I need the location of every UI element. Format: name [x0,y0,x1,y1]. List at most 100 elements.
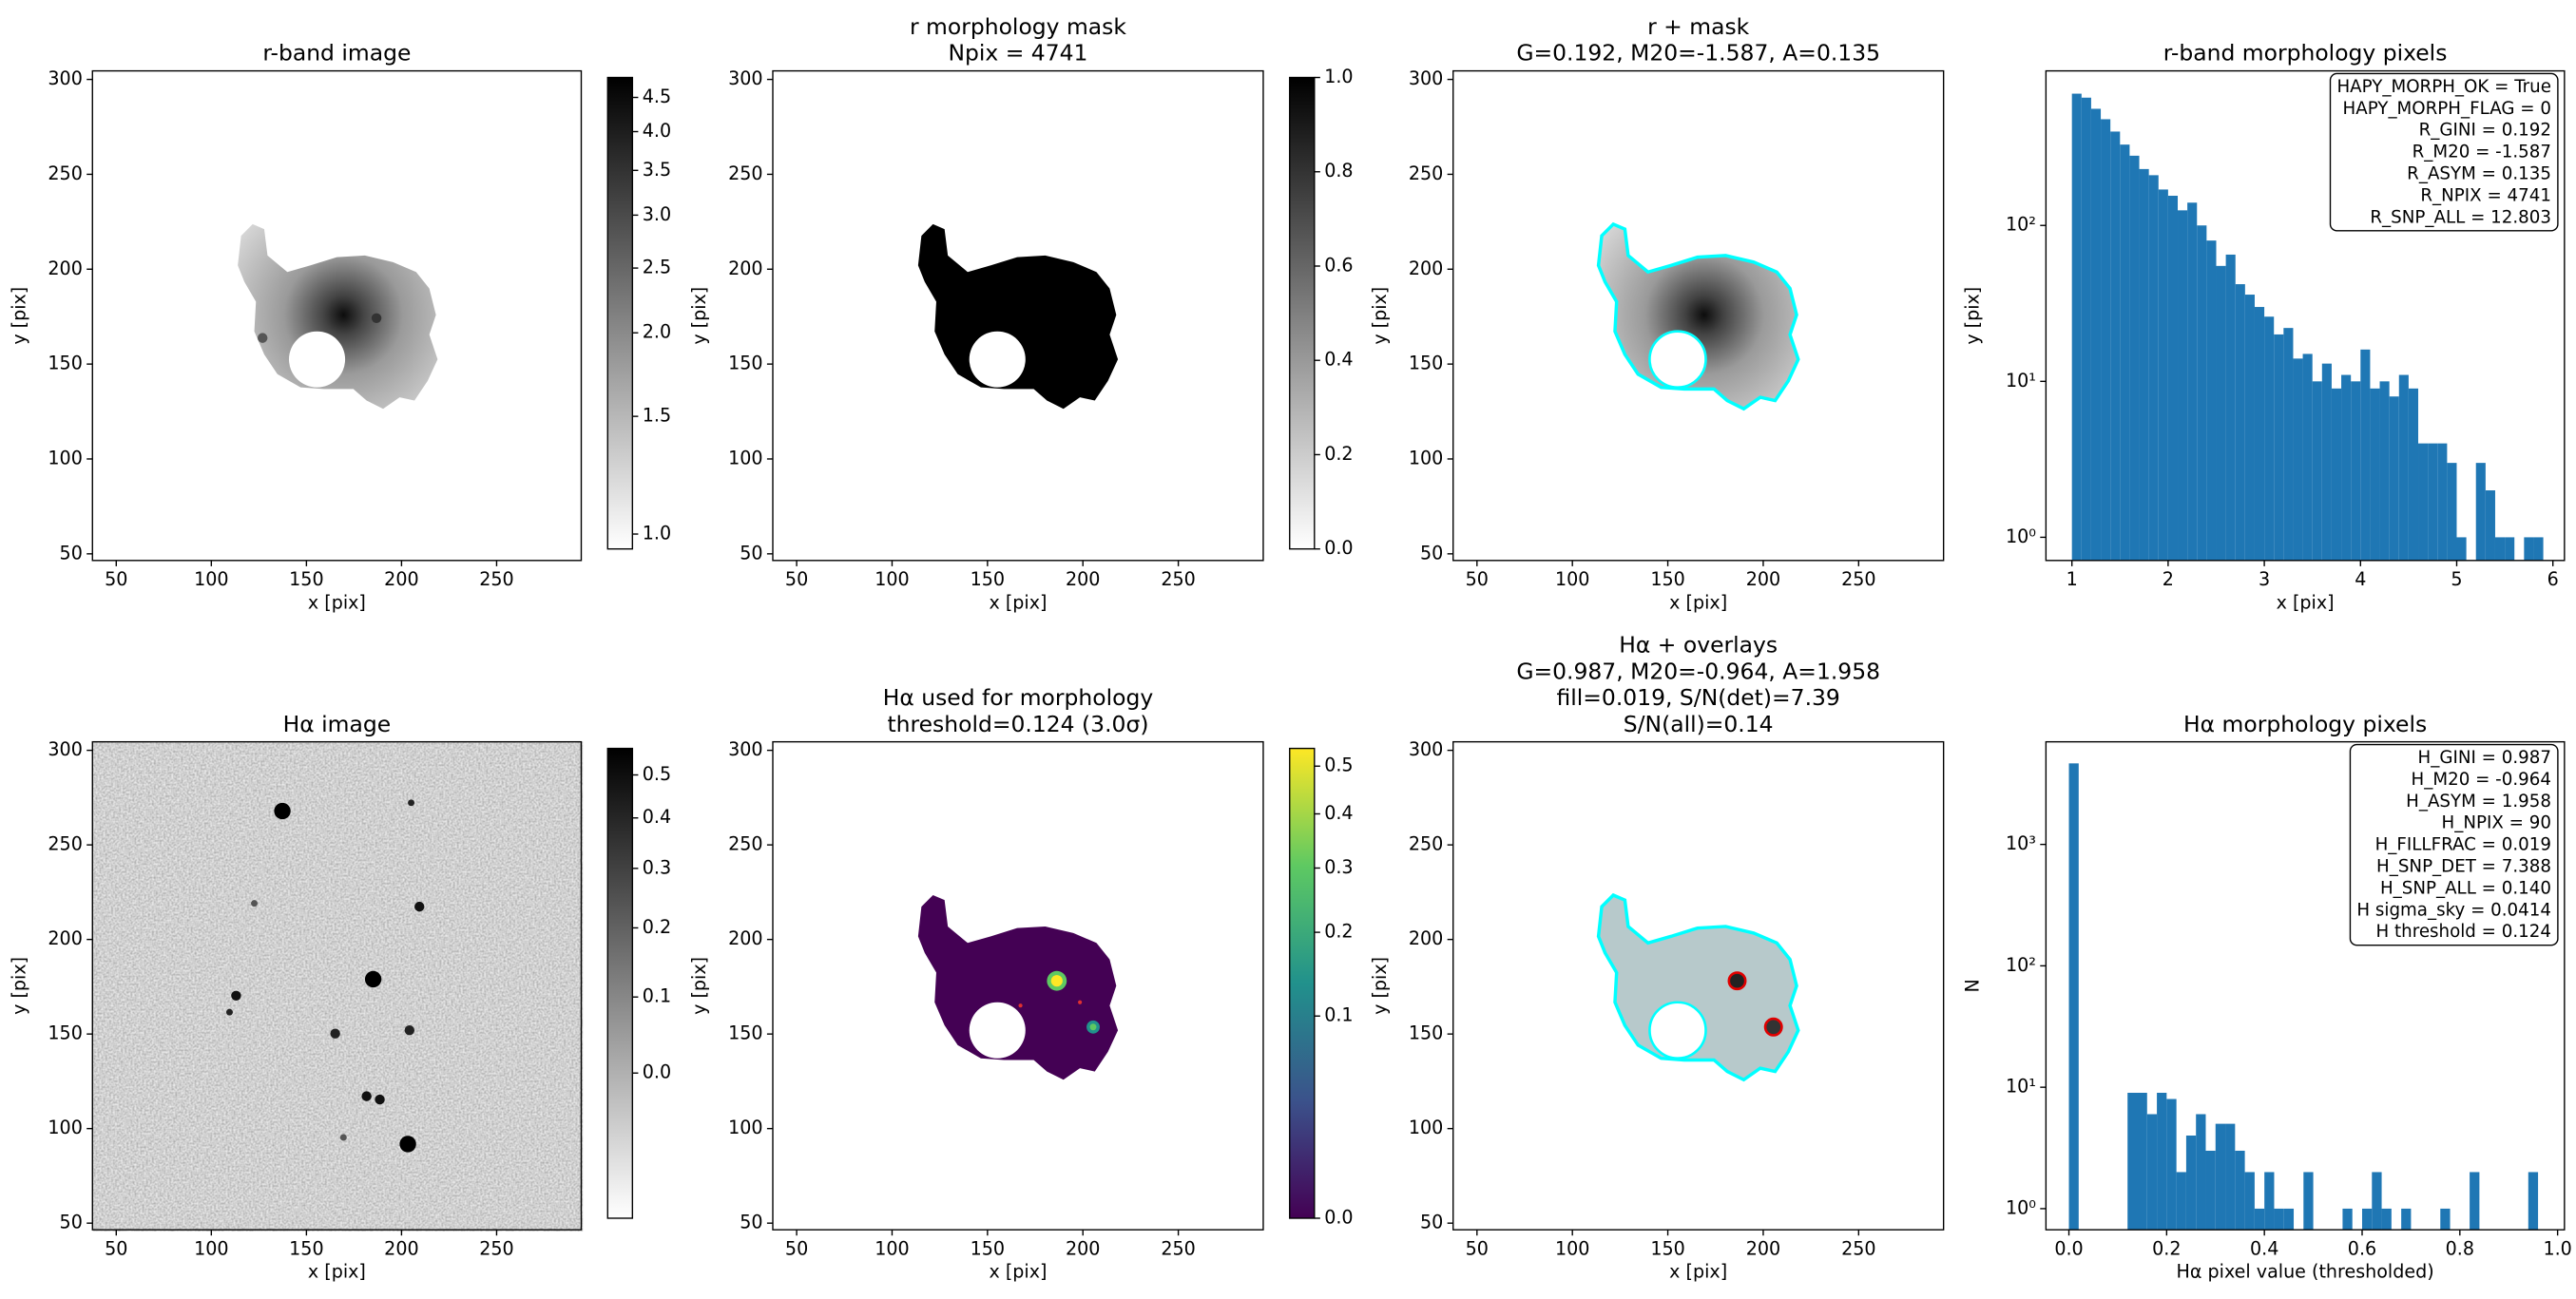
x-tick-label: 4 [2355,568,2366,590]
axes-frame [772,69,1264,562]
hist-bar [2342,1208,2353,1231]
hist-bar [2381,1208,2392,1231]
x-tick-label: 3 [2259,568,2270,590]
x-axis-label: x [pix] [308,1261,366,1283]
hist-bar [2225,1123,2236,1231]
panel-title: G=0.987, M20=-0.964, A=1.958 [1516,658,1880,684]
x-tick-label: 1.0 [2543,1237,2571,1259]
x-tick-label: 50 [1466,1237,1489,1259]
y-tick-label: 10¹ [2006,1076,2036,1098]
hist-bar [2146,1114,2158,1231]
y-tick-label: 100 [1409,447,1443,468]
hist-bar [2528,1172,2539,1231]
colorbar-tick-label: 1.0 [1324,66,1353,87]
y-axis-label: y [pix] [1369,287,1391,345]
hist-bar [2216,265,2226,561]
hist-bar [2264,316,2275,561]
colorbar-tick-label: 3.5 [643,159,671,181]
x-tick-label: 250 [1841,568,1875,590]
x-axis-label: x [pix] [989,591,1047,613]
hist-bar [2264,1172,2275,1231]
hist-bar [2081,97,2091,561]
y-tick-label: 100 [1409,1117,1443,1138]
colorbar-tick-label: 0.5 [1324,755,1353,776]
y-tick-label: 100 [48,1117,82,1138]
x-tick-label: 50 [105,568,127,590]
hist-bar [2244,1172,2255,1231]
hist-bar [2370,388,2380,561]
hist-bar [2157,1092,2167,1231]
y-axis-label: y [pix] [8,287,29,345]
x-tick-label: 150 [289,568,323,590]
axes-frame [91,69,583,562]
hist-bar [2068,763,2079,1231]
colorbar-tick-label: 0.4 [643,806,671,828]
x-tick-label: 6 [2547,568,2559,590]
axes-frame [772,740,1264,1231]
hist-bar [2428,443,2438,561]
hist-bar [2254,307,2265,561]
hist-bar [2470,1172,2480,1231]
image [1599,224,1798,409]
x-tick-label: 100 [194,1237,228,1259]
panel-title: Hα + overlays [1619,632,1778,659]
axes-frame [1452,740,1945,1231]
panel-title: S/N(all)=0.14 [1624,711,1774,737]
hist-bar [2440,1208,2451,1231]
hist-bar [2283,328,2294,561]
colorbar [1289,747,1316,1219]
panel-title: fill=0.019, S/N(det)=7.39 [1557,684,1840,711]
hist-bar [2360,349,2371,561]
panel-title: r + mask [1647,13,1750,40]
annotation-text: H_SNP_DET = 7.388 [2376,856,2551,876]
y-tick-label: 300 [728,67,762,89]
y-tick-label: 10² [2006,214,2036,236]
hist-bar [2303,1172,2314,1231]
hist-bar [2372,1172,2382,1231]
y-tick-label: 200 [48,927,82,949]
annotation-text: R_M20 = -1.587 [2413,143,2551,162]
x-tick-label: 200 [1746,1237,1780,1259]
colorbar-tick-label: 0.3 [1324,856,1353,878]
panel-title: r-band image [262,40,411,67]
x-tick-label: 5 [2451,568,2462,590]
y-tick-label: 300 [1409,738,1443,760]
image [238,224,437,409]
annotation-frame [2329,72,2559,232]
y-tick-label: 50 [1420,1212,1443,1233]
hist-bar [2166,1098,2177,1231]
hist-bar [2331,388,2342,561]
x-tick-label: 0.2 [2152,1237,2181,1259]
x-tick-label: 200 [384,1237,418,1259]
hist-bar [2176,1172,2186,1231]
hist-bar [2321,363,2332,561]
y-tick-label: 10⁰ [2006,1196,2036,1218]
y-tick-label: 250 [48,833,82,855]
hist-bar [2485,490,2495,561]
annotation-text: H sigma_sky = 0.0414 [2356,900,2551,920]
hist-bar [2110,131,2121,561]
colorbar-tick-label: 2.5 [643,257,671,278]
y-tick-label: 150 [48,1022,82,1044]
annotation-text: H_M20 = -0.964 [2412,770,2551,790]
y-tick-label: 300 [48,738,82,760]
hist-bar [2437,443,2448,561]
annotation-text: H_GINI = 0.987 [2418,748,2551,768]
colorbar-tick-label: 0.6 [1324,255,1353,277]
hist-bar [2148,175,2159,561]
x-tick-label: 100 [1555,568,1589,590]
y-tick-label: 100 [728,447,762,468]
colorbar [606,76,634,550]
y-tick-label: 200 [728,927,762,949]
x-axis-label: x [pix] [1669,1261,1727,1283]
panel-title: Hα morphology pixels [2183,711,2427,737]
panel-title: r-band morphology pixels [2163,40,2448,67]
x-tick-label: 200 [384,568,418,590]
annotation-text: H_ASYM = 1.958 [2406,792,2551,812]
annotation-text: HAPY_MORPH_FLAG = 0 [2343,99,2551,119]
y-tick-label: 300 [728,738,762,760]
colorbar [606,747,634,1219]
x-tick-label: 0.0 [2054,1237,2083,1259]
